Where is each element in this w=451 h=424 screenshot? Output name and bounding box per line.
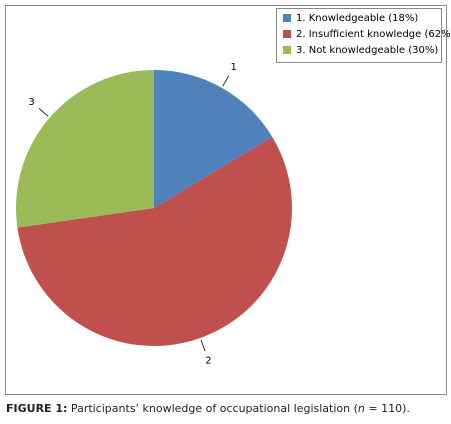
caption-end: = 110).: [364, 402, 410, 415]
caption-italic: n: [357, 402, 365, 415]
legend-swatch: [283, 46, 291, 54]
slice-label: 3: [28, 97, 34, 108]
pie-slice: [15, 70, 154, 228]
leader-line: [200, 339, 206, 352]
slice-label: 2: [205, 356, 211, 367]
pie-slice: [17, 136, 292, 346]
leader-line: [38, 108, 49, 117]
caption-label: FIGURE 1:: [6, 402, 68, 415]
pie-slice: [154, 70, 273, 208]
legend-box: [276, 8, 442, 63]
chart: 1 2 3 1. Knowledgeable (18%) 2. Insufficient…: [5, 5, 451, 395]
legend-label: 2. Insufficient knowledge (62%): [296, 29, 451, 40]
legend-swatch: [283, 30, 291, 38]
legend-label: 1. Knowledgeable (18%): [296, 13, 418, 24]
legend: [276, 8, 442, 63]
legend-label: 3. Not knowledgeable (30%): [296, 45, 438, 56]
legend-swatch: [283, 14, 291, 22]
slice-label: 1: [230, 62, 236, 73]
caption: FIGURE 1: Participants’ knowledge of occ…: [6, 402, 410, 415]
caption-text: Participants’ knowledge of occupational …: [67, 402, 358, 415]
leader-line: [222, 75, 230, 87]
